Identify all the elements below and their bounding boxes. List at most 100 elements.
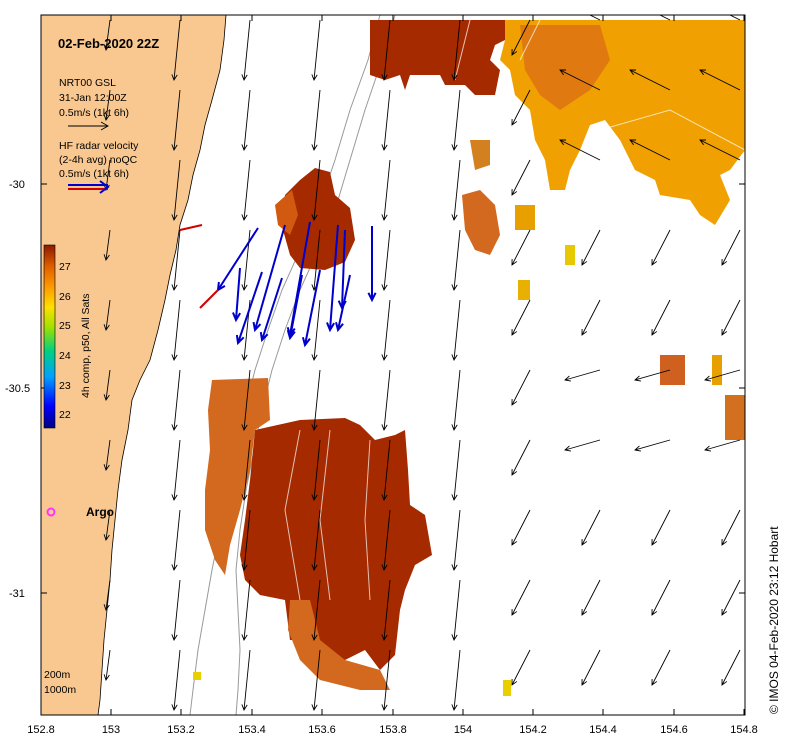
- argo-label: Argo: [86, 505, 114, 519]
- model-arrow: [103, 299, 111, 331]
- sst-patch-scatter-3: [515, 205, 535, 230]
- x-tick-label: 154: [454, 724, 472, 736]
- argo-marker: [46, 507, 56, 517]
- model-arrow: [451, 509, 461, 572]
- model-arrow: [241, 89, 251, 152]
- colorbar-tick-label: 25: [59, 320, 71, 332]
- legend-model-name: NRT00 GSL: [59, 77, 116, 89]
- drifter-track-2: [199, 289, 219, 309]
- model-arrow: [241, 159, 251, 222]
- map-area: [41, 15, 745, 715]
- model-arrow: [511, 159, 531, 196]
- model-arrow: [511, 579, 531, 616]
- sst-patch-central-edge: [275, 190, 298, 235]
- x-tick-label: 154.6: [660, 724, 688, 736]
- model-arrow: [581, 649, 601, 686]
- sst-patch-northeast-edge: [520, 25, 610, 110]
- model-arrow: [658, 15, 671, 21]
- model-arrow: [511, 299, 531, 336]
- y-tick-label: -30: [9, 179, 25, 191]
- model-current-arrows: [103, 15, 741, 712]
- model-arrow: [241, 649, 251, 712]
- legend-radar-subtitle: (2-4h avg) noQC: [59, 154, 138, 166]
- model-arrow: [241, 509, 251, 572]
- sst-patch-north: [370, 20, 505, 95]
- model-arrow: [451, 299, 461, 362]
- y-tick-label: -30.5: [5, 383, 30, 395]
- model-arrow: [171, 369, 181, 432]
- colorbar-gradient: [43, 244, 56, 429]
- model-arrow: [634, 369, 671, 382]
- model-arrow: [581, 229, 601, 266]
- colorbar-tick-label: 27: [59, 261, 71, 273]
- model-arrow: [588, 15, 601, 21]
- model-arrow: [511, 369, 531, 406]
- model-arrow: [241, 229, 251, 292]
- model-arrow: [103, 89, 111, 121]
- model-arrow: [311, 509, 321, 572]
- model-arrow: [511, 229, 531, 266]
- model-arrow: [651, 299, 671, 336]
- model-arrow: [651, 229, 671, 266]
- radar-arrow: [335, 274, 351, 333]
- model-arrow: [721, 299, 741, 336]
- model-arrow: [311, 579, 321, 642]
- depth-label-1000m: 1000m: [44, 684, 76, 696]
- sst-patch-south-fringe: [288, 600, 390, 690]
- axis-ticks: [40, 15, 745, 715]
- model-arrow: [451, 649, 461, 712]
- model-arrow: [311, 369, 321, 432]
- legend-radar-title: HF radar velocity: [59, 140, 139, 152]
- model-arrow: [311, 299, 321, 362]
- x-tick-label: 154.2: [519, 724, 547, 736]
- model-arrow: [559, 139, 601, 161]
- streamlines: [284, 19, 745, 601]
- sst-patch-scatter-10: [193, 672, 201, 680]
- model-arrow: [381, 579, 391, 642]
- model-arrow: [171, 159, 181, 222]
- model-arrow: [241, 579, 251, 642]
- model-arrow: [381, 649, 391, 712]
- model-arrow: [721, 509, 741, 546]
- model-arrow: [103, 509, 111, 541]
- y-tick-label: -31: [9, 588, 25, 600]
- radar-arrow: [235, 271, 263, 346]
- model-arrow: [103, 649, 111, 681]
- x-tick-label: 152.8: [27, 724, 55, 736]
- x-tick-label: 153: [102, 724, 120, 736]
- model-arrow: [564, 369, 601, 382]
- model-arrow: [311, 89, 321, 152]
- model-arrow: [171, 649, 181, 712]
- model-arrow: [581, 509, 601, 546]
- model-arrow: [103, 579, 111, 611]
- model-arrow: [651, 649, 671, 686]
- legend-model-arrow: [68, 121, 109, 131]
- model-arrow: [451, 579, 461, 642]
- model-arrow: [451, 159, 461, 222]
- model-arrow: [103, 439, 111, 471]
- model-arrow: [241, 369, 251, 432]
- x-tick-label: 153.2: [167, 724, 195, 736]
- legend-radar-scale: 0.5m/s (1kt 6h): [59, 168, 129, 180]
- model-arrow: [171, 19, 181, 82]
- model-arrow: [728, 15, 741, 21]
- model-arrow: [451, 439, 461, 502]
- model-arrow: [511, 89, 531, 126]
- sst-patch-scatter-4: [518, 280, 530, 300]
- sst-patch-scatter-5: [565, 245, 575, 265]
- model-arrow: [451, 89, 461, 152]
- model-arrow: [511, 439, 531, 476]
- sst-patch-scatter-7: [712, 355, 722, 385]
- colorbar-tick-label: 22: [59, 409, 71, 421]
- model-arrow: [171, 89, 181, 152]
- model-arrow: [103, 369, 111, 401]
- model-arrow: [704, 439, 741, 452]
- sst-patch-scatter-9: [503, 680, 511, 696]
- drifter-track-1: [179, 224, 203, 231]
- model-arrow: [581, 579, 601, 616]
- model-arrow: [311, 19, 321, 82]
- radar-arrow: [232, 267, 241, 323]
- x-tick-label: 154.8: [730, 724, 758, 736]
- colorbar-tick-label: 23: [59, 380, 71, 392]
